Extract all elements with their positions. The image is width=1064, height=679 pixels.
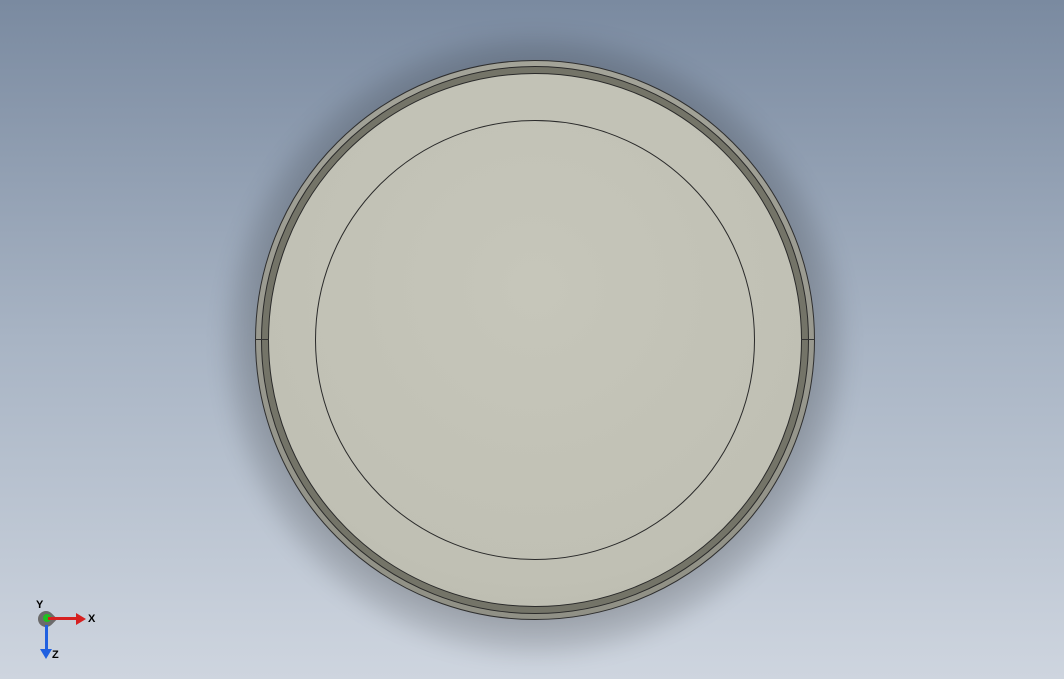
- axis-x-icon: [48, 617, 78, 620]
- axis-x-arrowhead-icon: [76, 613, 86, 625]
- axis-x-label: X: [88, 613, 95, 625]
- rim-seam-right: [801, 339, 815, 340]
- axis-y-icon: [43, 614, 51, 622]
- axis-z-label: Z: [52, 649, 59, 661]
- cad-viewport[interactable]: Y X Z: [0, 0, 1064, 679]
- disc-inner-circle: [315, 120, 755, 560]
- axis-z-arrowhead-icon: [40, 649, 52, 659]
- axis-z-icon: [45, 625, 48, 649]
- rim-seam-left: [255, 339, 269, 340]
- axis-origin-icon: [35, 608, 58, 631]
- axis-y-label: Y: [36, 599, 43, 611]
- axis-triad: Y X Z: [38, 567, 98, 627]
